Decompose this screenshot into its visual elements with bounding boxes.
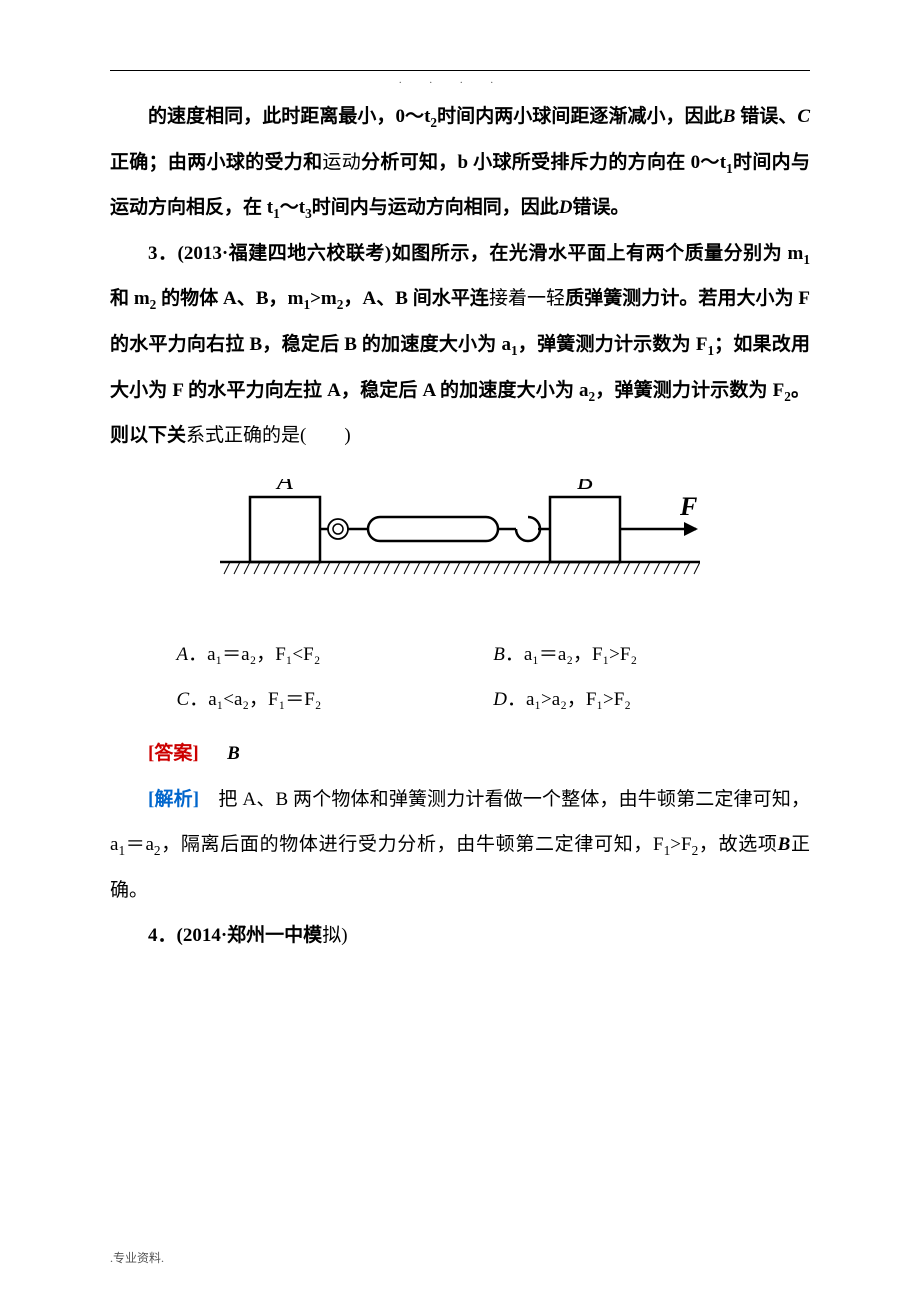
text: ～t bbox=[280, 197, 305, 218]
q-source: 拟) bbox=[322, 925, 347, 946]
text: 的速度相同，此时距离最小，0～t bbox=[148, 106, 430, 127]
text: ，隔离后面的物体进行受力分析，由牛顿第二定律可知，F bbox=[161, 834, 664, 855]
q3-stem: 3．(2013·福建四地六校联考)如图所示，在光滑水平面上有两个质量分别为 m1… bbox=[110, 231, 810, 459]
option-label: C bbox=[177, 689, 190, 710]
header-rule: .... bbox=[110, 70, 810, 86]
option-c-ref: C bbox=[797, 106, 810, 127]
sub: 2 bbox=[784, 388, 791, 403]
q3-solution: [解析] 把 A、B 两个物体和弹簧测力计看做一个整体，由牛顿第二定律可知，a1… bbox=[110, 777, 810, 914]
text: 运动 bbox=[322, 152, 361, 173]
option-a: A．a₁＝a₂，F₁<F₂ bbox=[177, 632, 494, 678]
text: ，A、B 间水平连 bbox=[343, 288, 489, 309]
footer-text: .专业资料. bbox=[110, 1249, 164, 1266]
physics-diagram: ABF bbox=[220, 479, 700, 609]
option-c: C．a₁<a₂，F₁＝F₂ bbox=[177, 677, 494, 723]
svg-text:A: A bbox=[275, 479, 293, 495]
option-text: ．a₁＝a₂，F₁>F₂ bbox=[505, 644, 637, 665]
option-text: ．a₁<a₂，F₁＝F₂ bbox=[189, 689, 321, 710]
text: >m bbox=[310, 288, 337, 309]
q3-options: A．a₁＝a₂，F₁<F₂ B．a₁＝a₂，F₁>F₂ C．a₁<a₂，F₁＝F… bbox=[110, 632, 810, 723]
sub: 1 bbox=[803, 252, 810, 267]
text: 如图所示，在光滑水平面上有两个质量分别为 m bbox=[391, 243, 803, 264]
text: ＝a bbox=[125, 834, 154, 855]
option-label: D bbox=[493, 689, 507, 710]
text: ，弹簧测力计示数为 F bbox=[595, 380, 784, 401]
option-d: D．a₁>a₂，F₁>F₂ bbox=[493, 677, 810, 723]
text: 错误。 bbox=[572, 197, 629, 218]
text: 的物体 A、B，m bbox=[156, 288, 303, 309]
q-number: 4． bbox=[148, 925, 177, 946]
text: 分析可知，b 小球所受排斥力的方向在 0～t bbox=[361, 152, 726, 173]
sub: 3 bbox=[305, 206, 312, 221]
option-label: B bbox=[493, 644, 505, 665]
option-b-ref: B bbox=[723, 106, 736, 127]
text: 正确；由两小球的受力和 bbox=[110, 152, 322, 173]
q4-stem: 4．(2014·郑州一中模拟) bbox=[110, 913, 810, 959]
option-text: ．a₁>a₂，F₁>F₂ bbox=[507, 689, 631, 710]
answer-value: B bbox=[227, 743, 240, 764]
solution-label: [解析] bbox=[148, 789, 199, 810]
prev-solution-para: 的速度相同，此时距离最小，0～t2时间内两小球间距逐渐减小，因此B 错误、C正确… bbox=[110, 94, 810, 231]
text: 系式正确的是( ) bbox=[186, 425, 351, 446]
option-b: B．a₁＝a₂，F₁>F₂ bbox=[493, 632, 810, 678]
page: .... 的速度相同，此时距离最小，0～t2时间内两小球间距逐渐减小，因此B 错… bbox=[0, 0, 920, 1302]
text: ，弹簧测力计示数为 F bbox=[518, 334, 708, 355]
option-row: C．a₁<a₂，F₁＝F₂ D．a₁>a₂，F₁>F₂ bbox=[110, 677, 810, 723]
svg-text:B: B bbox=[577, 479, 593, 495]
text: 和 m bbox=[110, 288, 150, 309]
header-dots: .... bbox=[399, 75, 521, 86]
option-row: A．a₁＝a₂，F₁<F₂ B．a₁＝a₂，F₁>F₂ bbox=[110, 632, 810, 678]
option-b-ref: B bbox=[778, 834, 791, 855]
option-text: ．a₁＝a₂，F₁<F₂ bbox=[188, 644, 320, 665]
text: 接着一轻 bbox=[489, 288, 565, 309]
text: 错误、 bbox=[740, 106, 797, 127]
sub: 1 bbox=[511, 343, 518, 358]
text: >F bbox=[670, 834, 691, 855]
text: ，故选项 bbox=[698, 834, 777, 855]
text: 时间内与运动方向相同，因此 bbox=[312, 197, 559, 218]
option-d-ref: D bbox=[559, 197, 573, 218]
text: 时间内两小球间距逐渐减小，因此 bbox=[437, 106, 723, 127]
q-number: 3． bbox=[148, 243, 178, 264]
svg-text:F: F bbox=[679, 492, 697, 521]
q-source: (2013·福建四地六校联考) bbox=[178, 243, 392, 264]
q-source: (2014·郑州一中模 bbox=[177, 925, 323, 946]
sub: 2 bbox=[154, 843, 161, 858]
option-label: A bbox=[177, 644, 189, 665]
sub: 1 bbox=[273, 206, 280, 221]
q3-answer: [答案] B bbox=[110, 731, 810, 777]
q3-figure: ABF bbox=[110, 479, 810, 614]
answer-label: [答案] bbox=[148, 743, 199, 764]
sub: 1 bbox=[726, 160, 733, 175]
